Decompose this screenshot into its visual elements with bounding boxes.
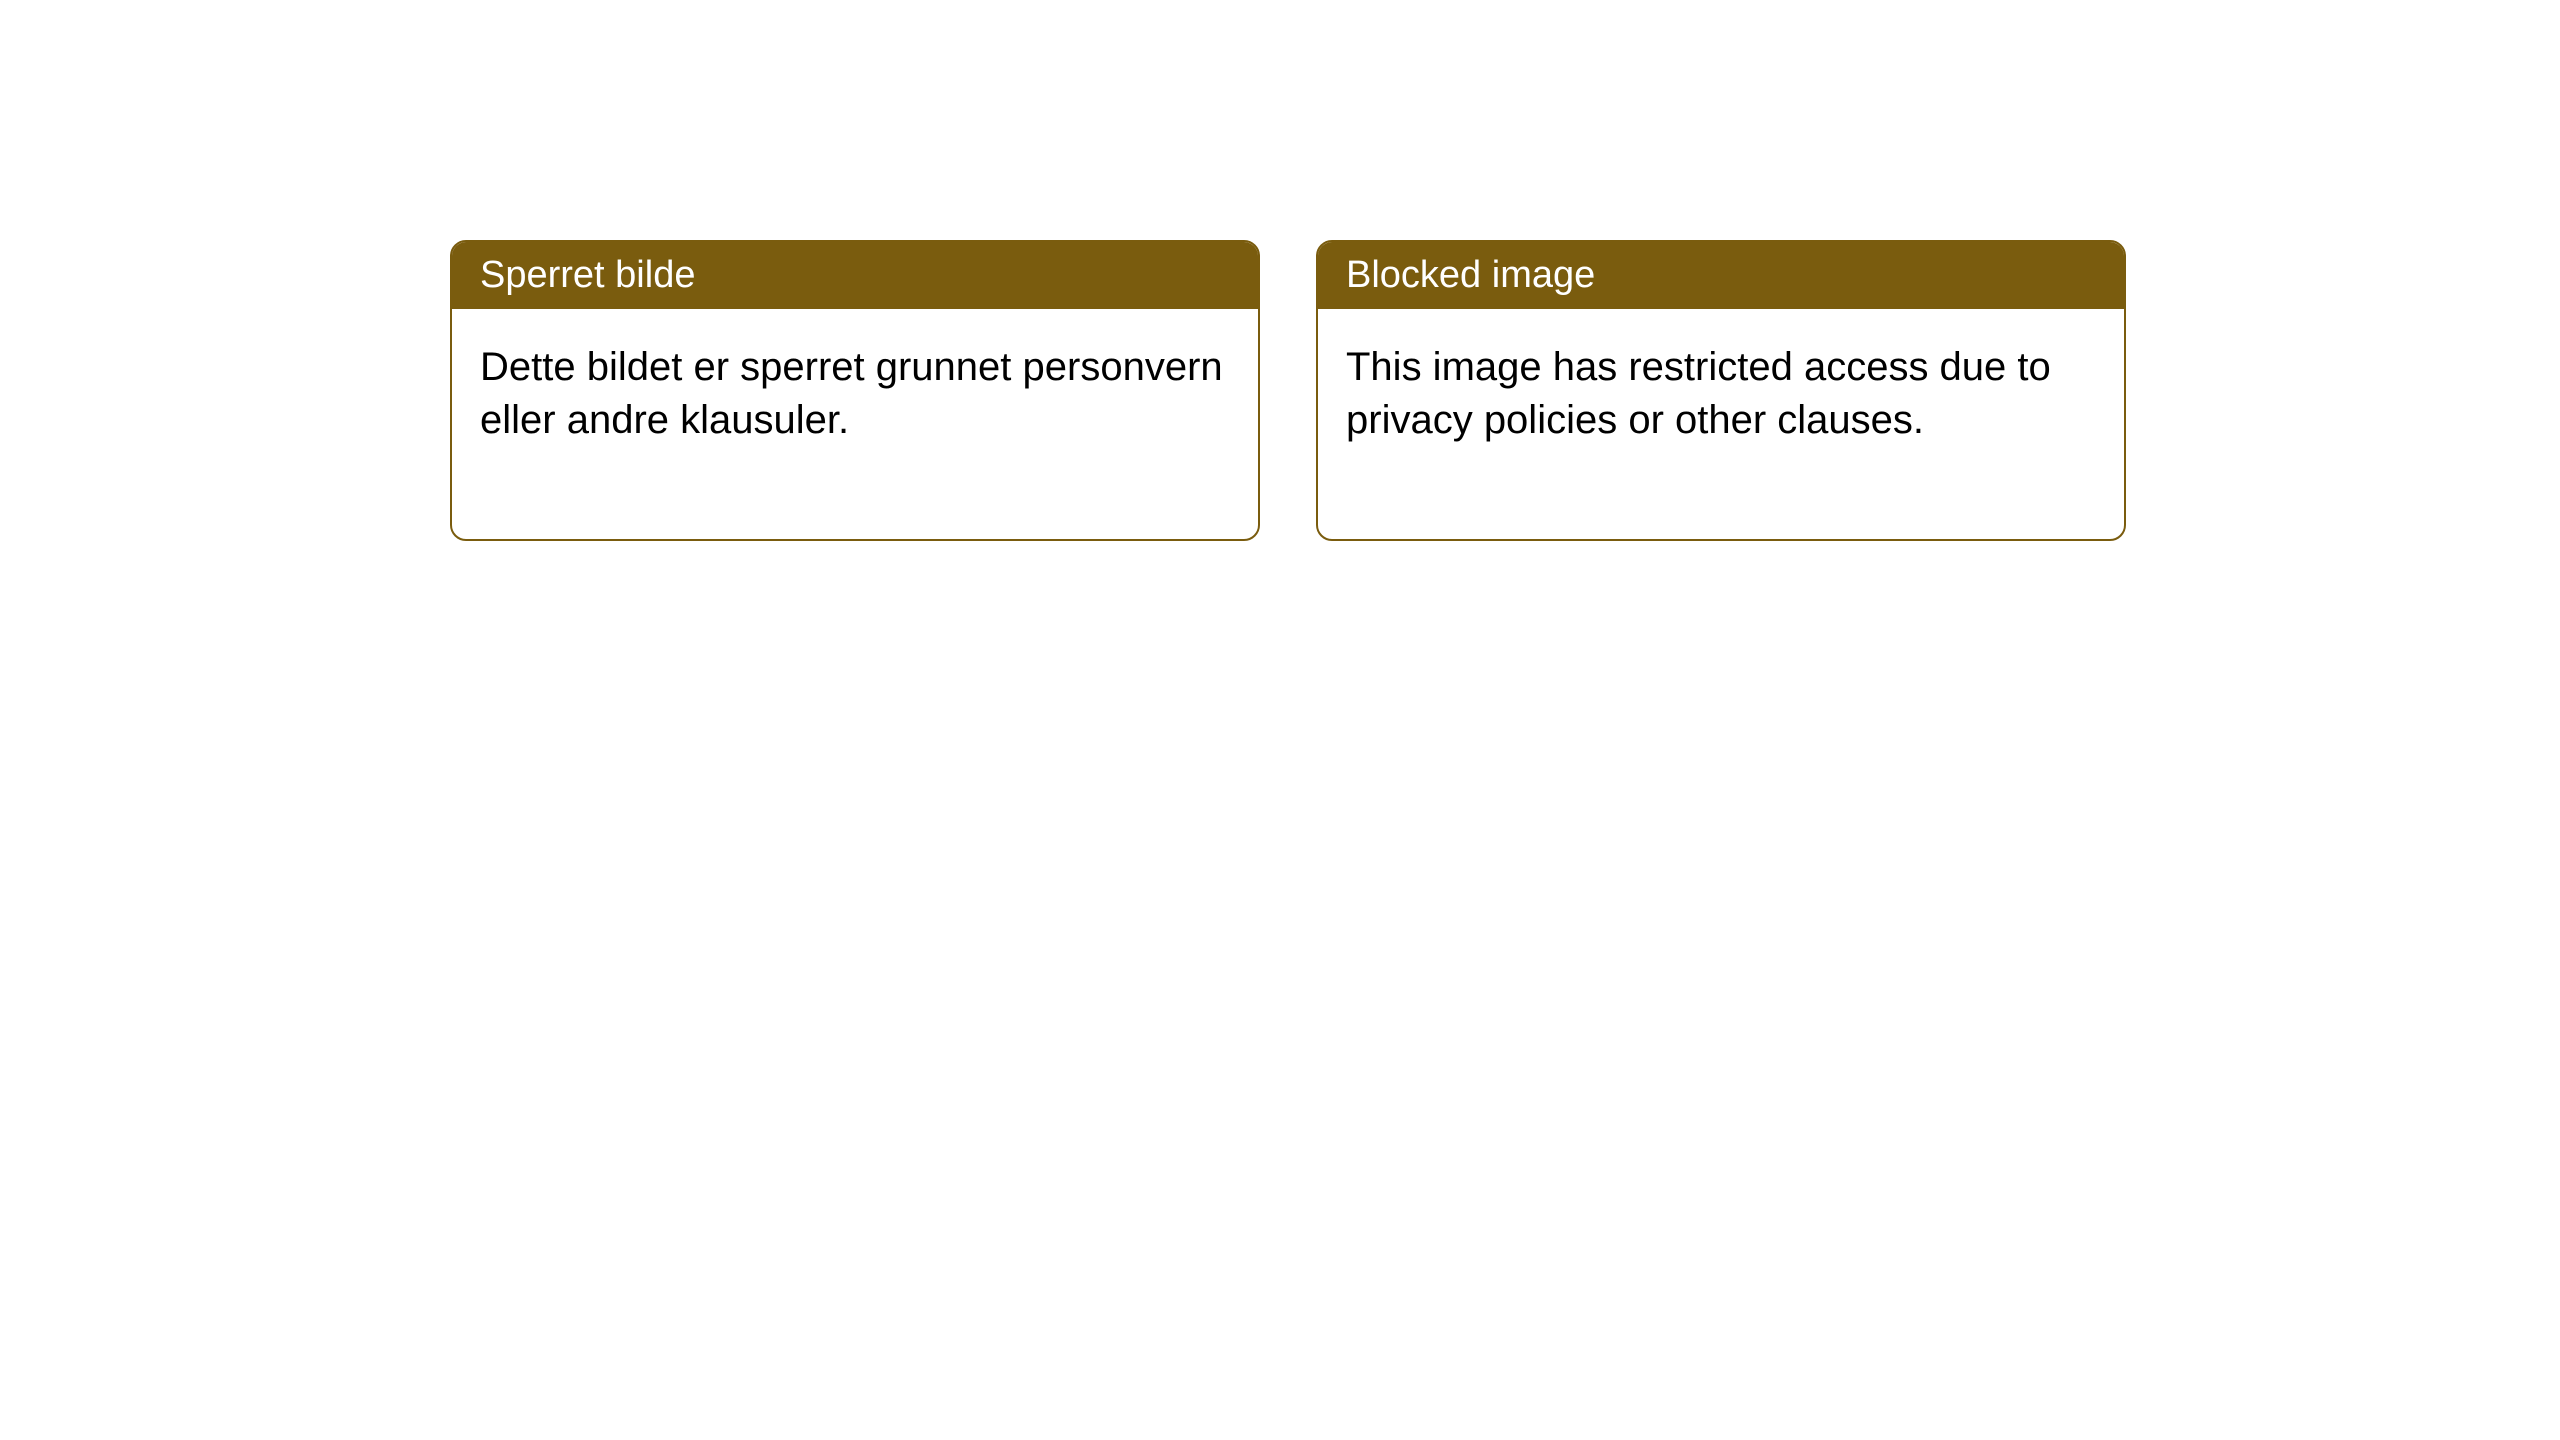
notice-body-english: This image has restricted access due to … bbox=[1318, 309, 2124, 539]
notice-box-norwegian: Sperret bilde Dette bildet er sperret gr… bbox=[450, 240, 1260, 541]
notice-container: Sperret bilde Dette bildet er sperret gr… bbox=[450, 240, 2126, 541]
notice-body-norwegian: Dette bildet er sperret grunnet personve… bbox=[452, 309, 1258, 539]
notice-box-english: Blocked image This image has restricted … bbox=[1316, 240, 2126, 541]
notice-header-norwegian: Sperret bilde bbox=[452, 242, 1258, 309]
notice-header-english: Blocked image bbox=[1318, 242, 2124, 309]
